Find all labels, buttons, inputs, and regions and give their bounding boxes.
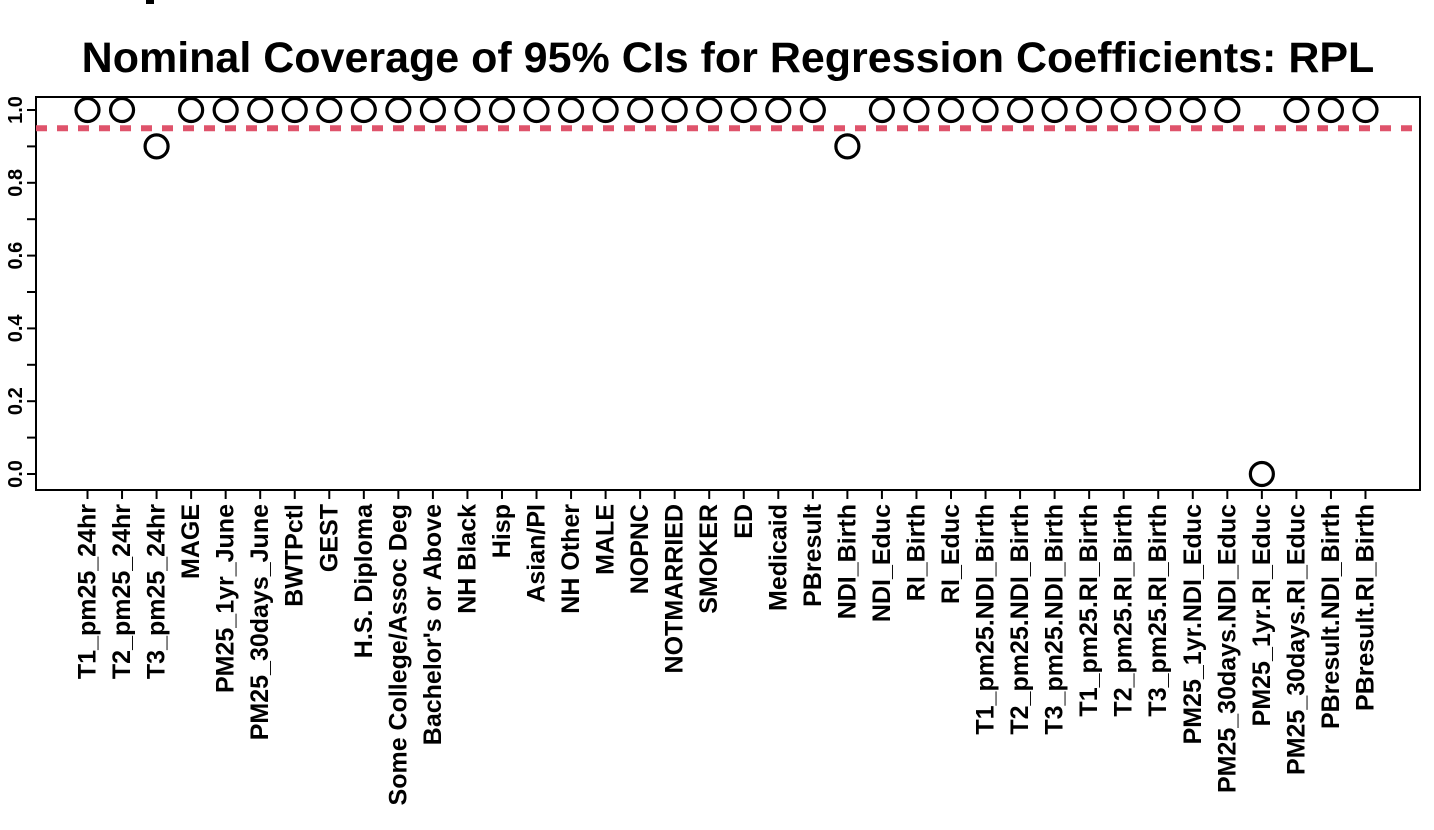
data-point xyxy=(212,96,239,124)
data-point xyxy=(1352,96,1379,124)
y-tick-label: 0.4 xyxy=(5,314,27,343)
data-point xyxy=(419,96,446,124)
x-tick-label: PM25_30days_June xyxy=(246,504,274,740)
x-tick-label: T3_pm25.NDI_Birth xyxy=(1041,504,1069,735)
data-point xyxy=(143,133,170,160)
data-point xyxy=(937,96,965,124)
x-tick-label: PBresult.NDI_Birth xyxy=(1317,504,1345,729)
x-tick-label: T2_pm25.RI_Birth xyxy=(1110,504,1138,717)
x-tick-label: H.S. Diploma xyxy=(350,503,378,658)
x-tick-label: PM25_1yr_June xyxy=(212,504,240,693)
x-tick-label: Hisp xyxy=(488,504,516,558)
data-point xyxy=(592,96,619,124)
x-axis-ticks xyxy=(86,490,1367,499)
x-tick-label: T2_pm25_24hr xyxy=(108,504,136,679)
data-point xyxy=(834,133,861,160)
data-point xyxy=(765,96,792,124)
data-point xyxy=(1041,96,1068,124)
data-points xyxy=(74,96,1379,488)
x-tick-label: NDI_Birth xyxy=(833,504,861,619)
data-point xyxy=(661,96,688,124)
x-tick-label: RI_Educ xyxy=(937,504,965,604)
data-point xyxy=(627,96,654,124)
x-tick-label: NDI_Educ xyxy=(868,504,896,622)
x-tick-label: T1_pm25.RI_Birth xyxy=(1075,504,1103,717)
x-tick-label: T2_pm25.NDI_Birth xyxy=(1006,504,1034,735)
x-tick-label: RI_Birth xyxy=(902,504,930,601)
data-point xyxy=(350,96,377,124)
x-tick-label: ED xyxy=(730,504,758,539)
y-axis-labels: 0.0 0.2 0.4 0.6 0.8 1.0 xyxy=(5,96,27,488)
data-point xyxy=(1110,96,1137,124)
x-tick-label: PM25_1yr.NDI_Educ xyxy=(1179,504,1207,744)
data-point xyxy=(903,96,930,124)
data-point xyxy=(281,96,308,124)
chart-title: Nominal Coverage of 95% CIs for Regressi… xyxy=(82,34,1375,82)
data-point xyxy=(108,96,136,124)
x-tick-label: GEST xyxy=(315,504,343,572)
data-point xyxy=(316,96,343,124)
data-point xyxy=(488,96,516,124)
x-tick-label: MALE xyxy=(592,504,620,575)
data-point xyxy=(730,96,757,124)
data-point xyxy=(1076,96,1103,124)
x-tick-label: NOPNC xyxy=(626,504,654,594)
data-point xyxy=(1248,460,1275,488)
data-point xyxy=(1145,96,1172,124)
x-tick-label: Some College/Assoc Deg xyxy=(384,504,412,805)
data-point xyxy=(868,96,896,124)
y-tick-label: 0.8 xyxy=(5,169,27,197)
data-point xyxy=(1179,96,1206,124)
x-tick-label: T3_pm25.RI_Birth xyxy=(1144,504,1172,717)
y-tick-label: 0.6 xyxy=(5,242,27,270)
data-point xyxy=(74,96,101,124)
data-point xyxy=(178,96,205,124)
data-point xyxy=(972,96,999,124)
y-tick-label: 0.0 xyxy=(5,460,27,488)
x-tick-label: PM25_30days.RI_Educ xyxy=(1282,504,1310,775)
data-point xyxy=(385,96,412,124)
x-tick-label: MAGE xyxy=(177,504,205,579)
data-point xyxy=(247,96,274,124)
data-point xyxy=(1006,96,1034,124)
data-point xyxy=(523,96,550,124)
data-point xyxy=(799,96,826,124)
x-tick-label: Asian/PI xyxy=(523,504,551,603)
y-axis-ticks xyxy=(27,109,36,475)
x-tick-label: T1_pm25.NDI_Birth xyxy=(972,504,1000,735)
x-tick-label: Medicaid xyxy=(764,504,792,611)
x-tick-label: BWTPctl xyxy=(281,504,309,607)
y-tick-label: 0.2 xyxy=(5,387,27,415)
data-point xyxy=(454,96,481,124)
data-point xyxy=(557,96,585,124)
data-point xyxy=(696,96,723,124)
data-point xyxy=(1214,96,1241,124)
x-tick-label: SMOKER xyxy=(695,504,723,614)
y-tick-label: 1.0 xyxy=(5,96,27,124)
x-tick-label: NH Black xyxy=(453,504,481,614)
x-tick-label: Bachelor's or Above xyxy=(419,504,447,745)
x-tick-label: PBresult xyxy=(799,503,827,606)
x-tick-label: NOTMARRIED xyxy=(661,504,689,673)
x-tick-label: PM25_30days.NDI_Educ xyxy=(1213,504,1241,793)
data-point xyxy=(1317,96,1345,124)
x-tick-label: T1_pm25_24hr xyxy=(74,504,102,679)
x-tick-label: T3_pm25_24hr xyxy=(143,504,171,679)
stray-mark xyxy=(146,0,154,4)
plot-frame xyxy=(35,96,1421,491)
x-tick-label: PBresult.RI_Birth xyxy=(1351,504,1379,711)
data-point xyxy=(1283,96,1310,124)
x-tick-label: NH Other xyxy=(557,504,585,614)
x-axis-labels: T1_pm25_24hr T2_pm25_24hr T3_pm25_24hr MAGE… xyxy=(74,503,1380,806)
x-tick-label: PM25_1yr.RI_Educ xyxy=(1248,504,1276,726)
